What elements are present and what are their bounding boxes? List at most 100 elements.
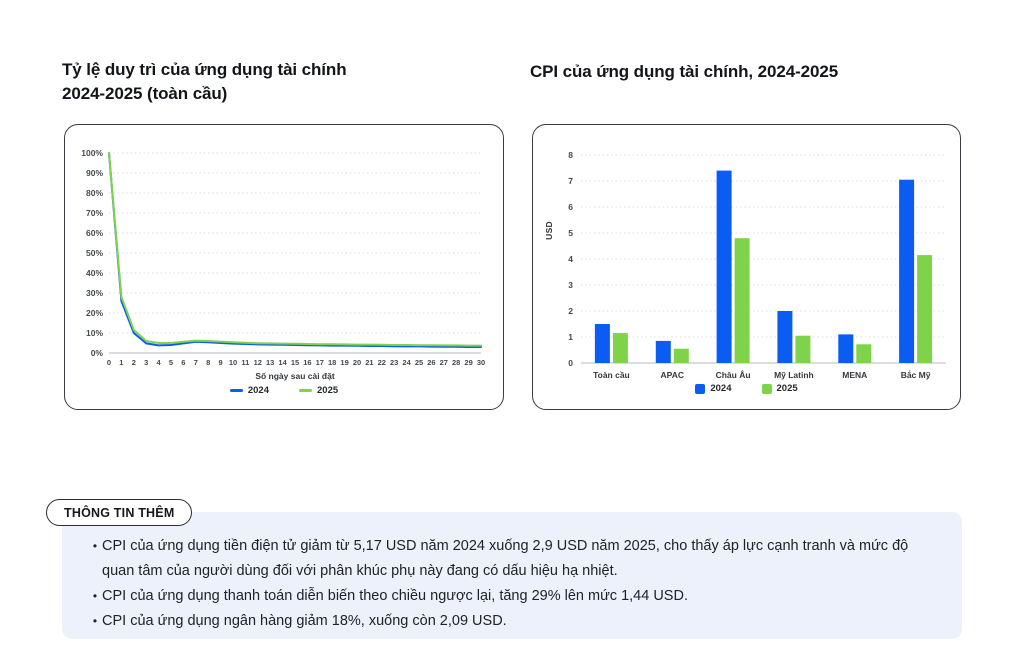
y-tick-label: 0% (90, 347, 103, 358)
bar-Châu Âu-2024 (716, 170, 732, 363)
x-tick-label: 9 (218, 358, 223, 367)
legend-item-2025: 2025 (299, 385, 338, 396)
y-tick-label: 3 (568, 279, 573, 290)
legend-label: 2024 (247, 385, 269, 396)
x-tick-label: 17 (315, 358, 324, 367)
x-tick-label: 16 (303, 358, 312, 367)
x-tick-label: 14 (278, 358, 287, 367)
bullet-text: CPI của ứng dụng tiền điện tử giảm từ 5,… (102, 538, 909, 579)
additional-info-box: THÔNG TIN THÊM • CPI của ứng dụng tiền đ… (46, 499, 962, 639)
x-tick-label: 11 (241, 358, 250, 367)
retention-legend: 2024 2025 (65, 385, 503, 396)
info-bullet-item: • CPI của ứng dụng tiền điện tử giảm từ … (88, 534, 944, 584)
x-tick-label: 2 (131, 358, 136, 367)
legend-label: 2024 (710, 383, 732, 394)
legend-swatch-2024 (229, 389, 243, 392)
y-tick-label: 20% (85, 307, 103, 318)
additional-info-label: THÔNG TIN THÊM (46, 499, 193, 526)
y-tick-label: 10% (85, 327, 103, 338)
category-label: MENA (842, 370, 868, 380)
bar-Mỹ Latinh-2025 (795, 335, 811, 363)
retention-line-2024 (108, 152, 482, 348)
retention-x-axis-label: Số ngày sau cài đặt (255, 371, 335, 381)
legend-item-2024: 2024 (229, 385, 269, 396)
category-label: APAC (660, 370, 684, 380)
y-tick-label: 4 (568, 253, 573, 264)
y-tick-label: 5 (568, 227, 573, 238)
y-tick-label: 6 (568, 201, 573, 212)
y-tick-label: 90% (85, 167, 103, 178)
x-tick-label: 3 (144, 358, 149, 367)
x-tick-label: 27 (439, 358, 448, 367)
bullet-dot-icon: • (92, 614, 98, 628)
category-label: Mỹ Latinh (774, 370, 814, 380)
x-tick-label: 12 (253, 358, 262, 367)
legend-swatch-2025 (761, 383, 772, 394)
x-tick-label: 0 (106, 358, 112, 367)
x-tick-label: 13 (266, 358, 275, 367)
x-tick-label: 23 (390, 358, 399, 367)
x-tick-label: 20 (352, 358, 362, 367)
legend-swatch-2024 (695, 383, 706, 394)
y-tick-label: 0 (568, 357, 573, 368)
y-tick-label: 100% (81, 147, 103, 158)
legend-swatch-2025 (299, 389, 312, 392)
x-tick-label: 7 (193, 358, 198, 367)
x-tick-label: 8 (206, 358, 211, 367)
legend-label: 2025 (317, 385, 339, 396)
info-bullet-list: • CPI của ứng dụng tiền điện tử giảm từ … (88, 534, 944, 634)
cpi-bar-plot (581, 154, 946, 364)
y-tick-label: 80% (85, 187, 103, 198)
x-tick-label: 18 (328, 358, 337, 367)
x-tick-label: 1 (119, 358, 124, 367)
cpi-chart-title: CPI của ứng dụng tài chính, 2024-2025 (530, 62, 839, 81)
retention-line-2025 (108, 152, 482, 347)
x-tick-label: 22 (377, 358, 386, 367)
y-tick-label: 70% (85, 207, 103, 218)
legend-label: 2025 (776, 383, 798, 394)
x-tick-label: 26 (427, 358, 436, 367)
y-tick-label: 8 (568, 149, 573, 160)
x-tick-label: 29 (464, 358, 473, 367)
x-tick-label: 28 (452, 358, 461, 367)
bar-Toàn cầu-2025 (612, 333, 628, 363)
bar-APAC-2024 (655, 340, 671, 363)
y-tick-label: 60% (85, 227, 103, 238)
bullet-text: CPI của ứng dụng thanh toán diễn biến th… (102, 588, 688, 604)
info-bullet-item: • CPI của ứng dụng thanh toán diễn biến … (88, 584, 944, 609)
info-bullet-item: • CPI của ứng dụng ngân hàng giảm 18%, x… (88, 609, 944, 634)
category-label: Bắc Mỹ (900, 370, 931, 380)
y-tick-label: 1 (568, 331, 573, 342)
bar-Bắc Mỹ-2025 (917, 255, 933, 363)
x-tick-label: 5 (168, 358, 174, 367)
bar-Bắc Mỹ-2024 (899, 179, 915, 363)
y-tick-label: 30% (85, 287, 103, 298)
bar-MENA-2025 (856, 344, 872, 363)
x-tick-label: 19 (340, 358, 349, 367)
x-tick-label: 30 (476, 358, 486, 367)
y-tick-label: 7 (568, 175, 573, 186)
retention-title-line1: Tỷ lệ duy trì của ứng dụng tài chính (62, 60, 347, 79)
retention-chart-title: Tỷ lệ duy trì của ứng dụng tài chính 202… (62, 58, 462, 106)
y-tick-label: 50% (85, 247, 103, 258)
legend-item-2025: 2025 (761, 383, 798, 394)
bullet-dot-icon: • (92, 589, 98, 603)
x-tick-label: 15 (290, 358, 300, 367)
y-tick-label: 2 (568, 305, 573, 316)
x-tick-label: 6 (181, 358, 186, 367)
x-tick-label: 25 (414, 358, 424, 367)
retention-line-plot (108, 152, 482, 354)
bullet-text: CPI của ứng dụng ngân hàng giảm 18%, xuố… (102, 613, 507, 629)
x-tick-label: 10 (228, 358, 238, 367)
category-label: Toàn cầu (593, 370, 630, 380)
legend-item-2024: 2024 (695, 383, 732, 394)
x-tick-label: 21 (365, 358, 374, 367)
bar-MENA-2024 (838, 334, 854, 363)
bullet-dot-icon: • (92, 539, 98, 553)
bar-APAC-2025 (673, 348, 689, 363)
bar-Mỹ Latinh-2024 (777, 311, 793, 363)
y-tick-label: 40% (85, 267, 103, 278)
